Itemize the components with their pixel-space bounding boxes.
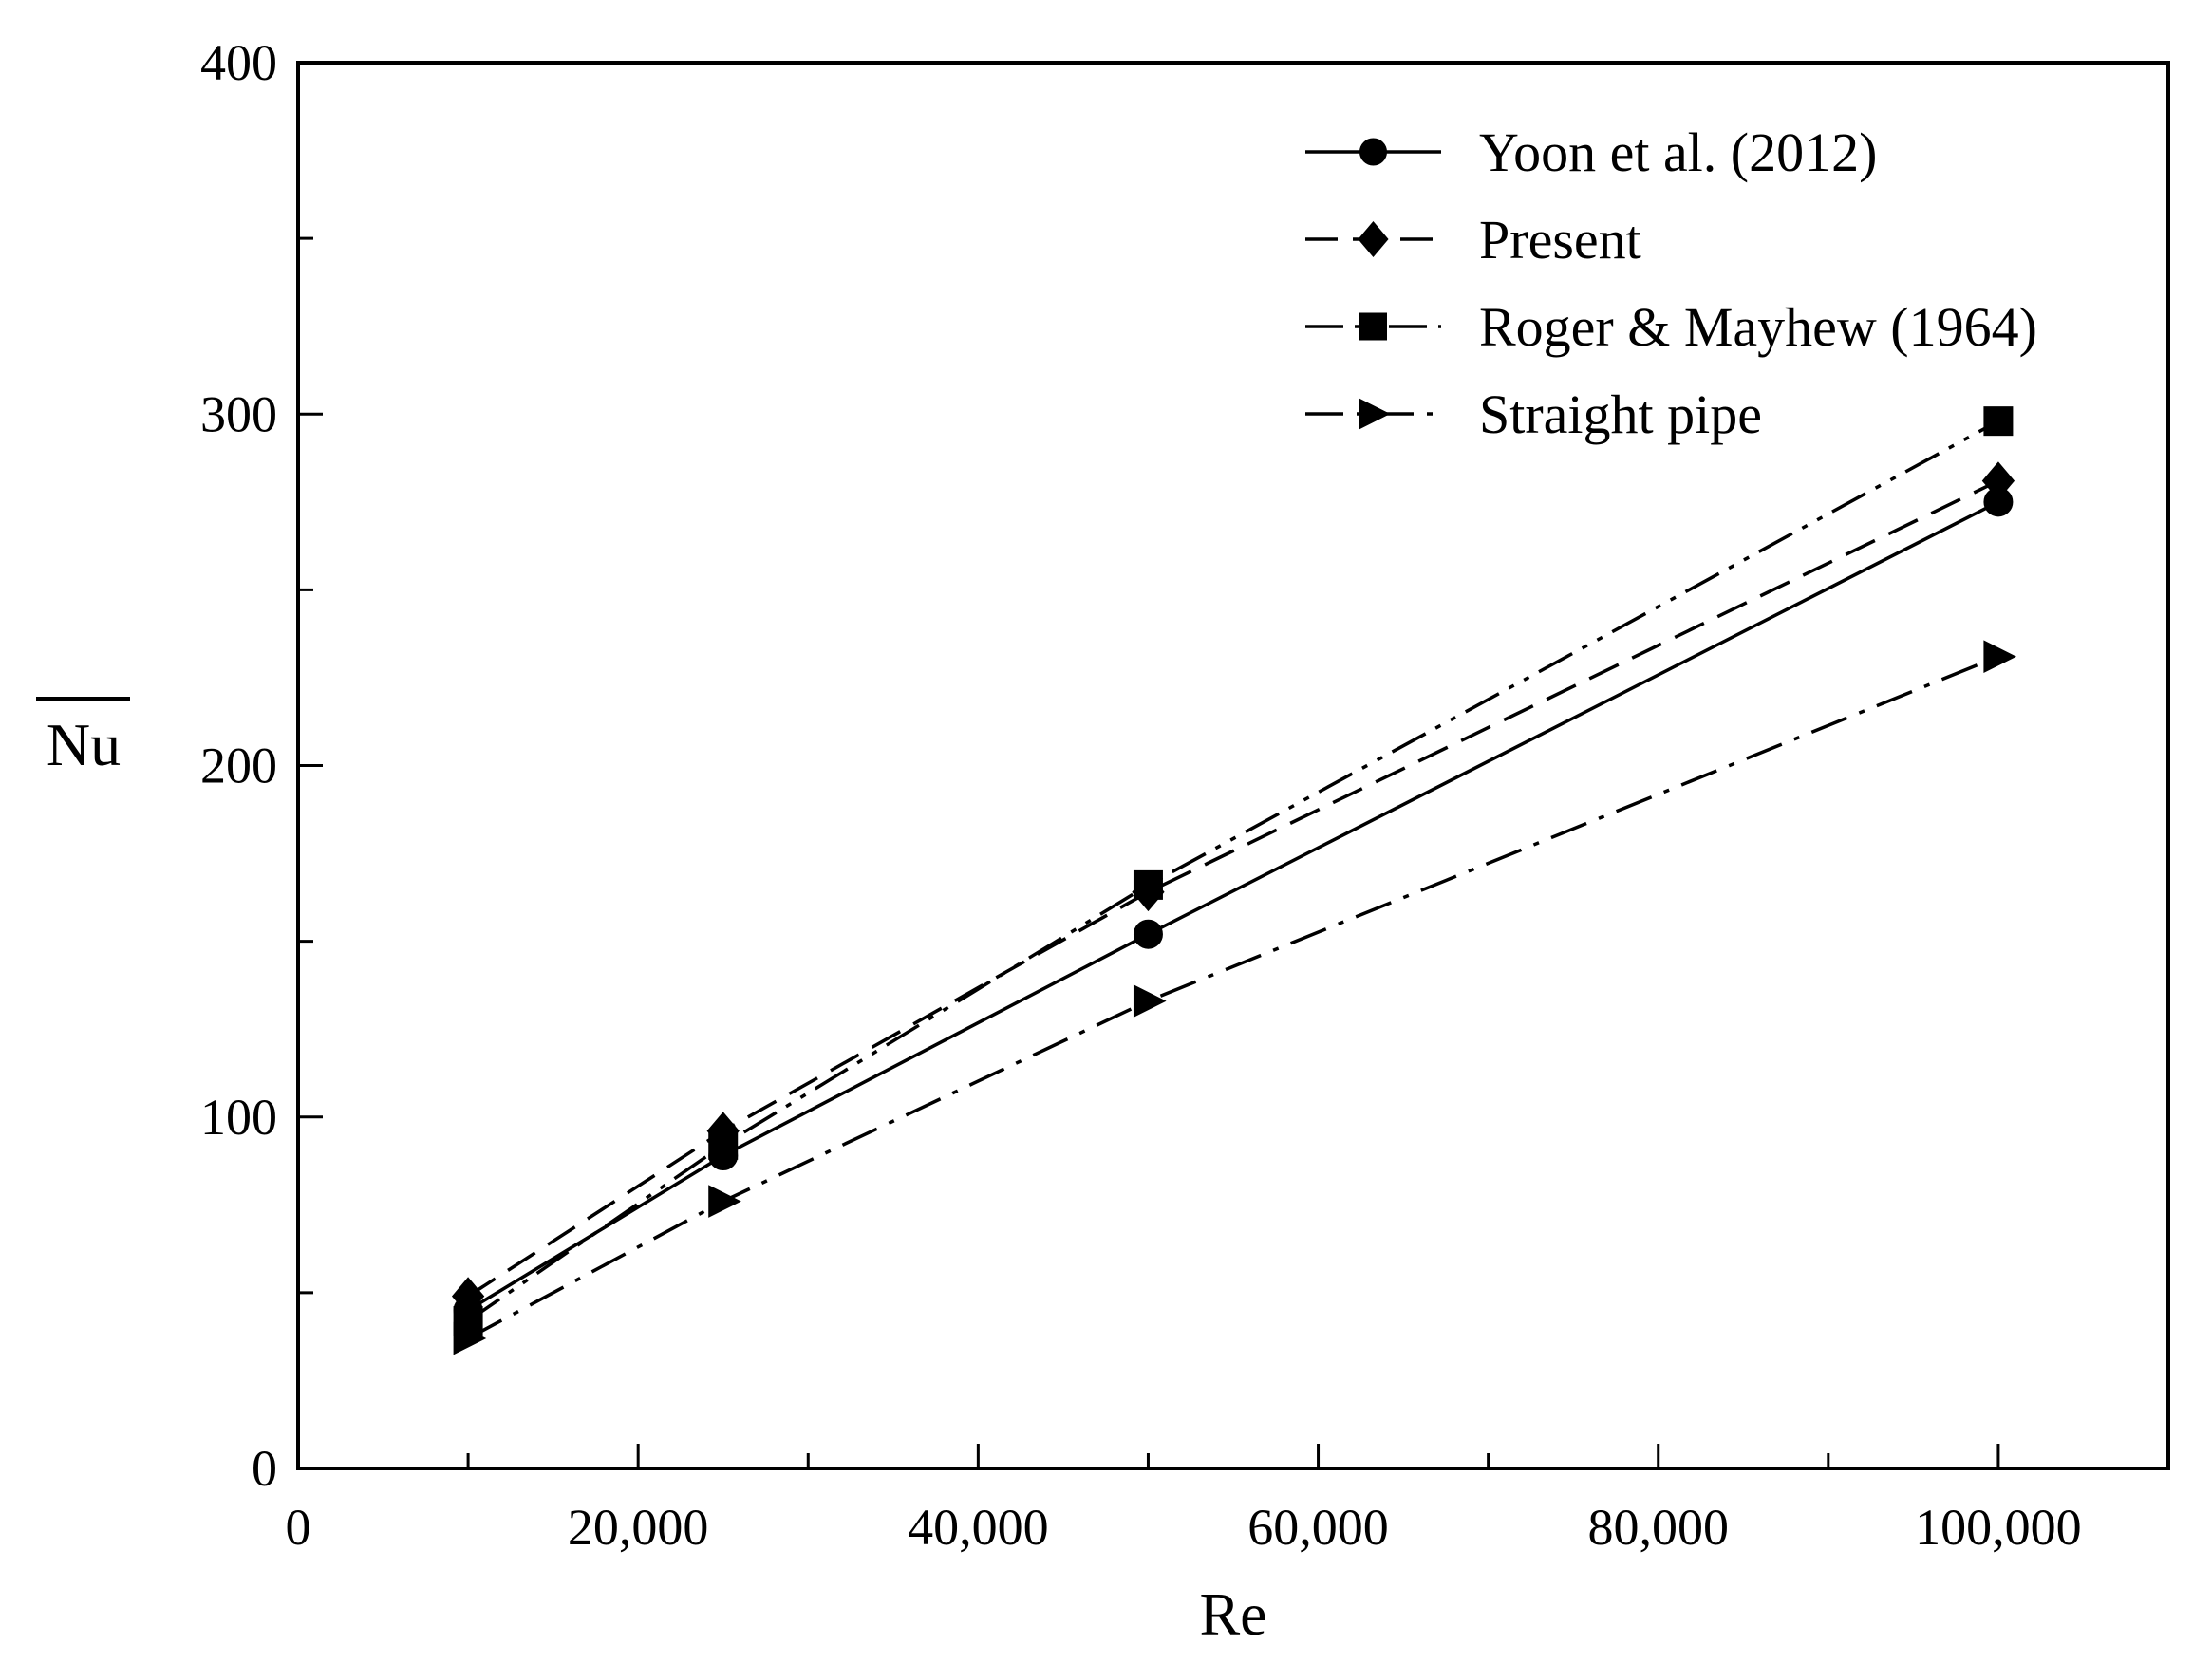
legend: Yoon et al. (2012) Present Roger & Mayhew … <box>1305 121 2037 445</box>
data-point-circle <box>1359 138 1387 166</box>
legend-label: Roger & Mayhew (1964) <box>1479 296 2037 358</box>
data-point-triangle <box>1983 640 2017 674</box>
data-point-square <box>708 1130 739 1160</box>
plot-frame <box>296 61 2170 1470</box>
x-tick-label: 60,000 <box>1247 1499 1389 1556</box>
data-point-square <box>1983 406 2014 437</box>
series-line <box>467 479 1999 1299</box>
y-tick-label: 300 <box>200 385 277 442</box>
series-1 <box>451 461 2015 1316</box>
legend-label: Yoon et al. (2012) <box>1479 121 1877 183</box>
series-3 <box>453 640 2017 1355</box>
series-line <box>467 655 1999 1340</box>
data-point-triangle <box>453 1321 487 1355</box>
x-tick-label: 20,000 <box>568 1499 709 1556</box>
y-tick-label: 100 <box>200 1089 277 1146</box>
x-axis-label: Re <box>1199 1580 1266 1648</box>
x-tick-label: 80,000 <box>1587 1499 1729 1556</box>
legend-label: Present <box>1479 209 1641 271</box>
data-point-circle <box>1133 919 1163 949</box>
y-tick-label: 0 <box>252 1440 277 1497</box>
y-axis-title: Nu <box>36 697 130 778</box>
series-line <box>467 420 1999 1322</box>
legend-entry: Roger & Mayhew (1964) <box>1305 296 2037 358</box>
data-point-square <box>1359 312 1387 341</box>
y-axis-label: Nu <box>47 711 121 778</box>
x-tick-label: 100,000 <box>1915 1499 2082 1556</box>
series-line <box>467 500 1999 1312</box>
data-point-triangle <box>1359 398 1391 430</box>
data-point-triangle <box>708 1185 741 1218</box>
legend-entry: Yoon et al. (2012) <box>1305 121 1877 183</box>
x-tick-label: 40,000 <box>908 1499 1049 1556</box>
series-2 <box>453 406 2014 1336</box>
y-tick-label: 400 <box>200 34 277 91</box>
y-tick-label: 200 <box>200 738 277 794</box>
legend-label: Straight pipe <box>1479 383 1762 445</box>
legend-entry: Straight pipe <box>1305 383 1762 445</box>
series-layer <box>451 406 2017 1355</box>
legend-entry: Present <box>1305 209 1641 271</box>
axis-ticks <box>296 61 2000 1470</box>
data-point-diamond <box>1981 461 2015 500</box>
tick-labels: 0 20,000 40,000 60,000 80,000 100,000 0 100 200 3… <box>200 34 2082 1556</box>
series-0 <box>453 487 2014 1325</box>
data-point-diamond <box>1358 221 1389 257</box>
data-point-square <box>1133 869 1163 900</box>
data-point-triangle <box>1133 984 1167 1018</box>
x-tick-label: 0 <box>286 1499 311 1556</box>
